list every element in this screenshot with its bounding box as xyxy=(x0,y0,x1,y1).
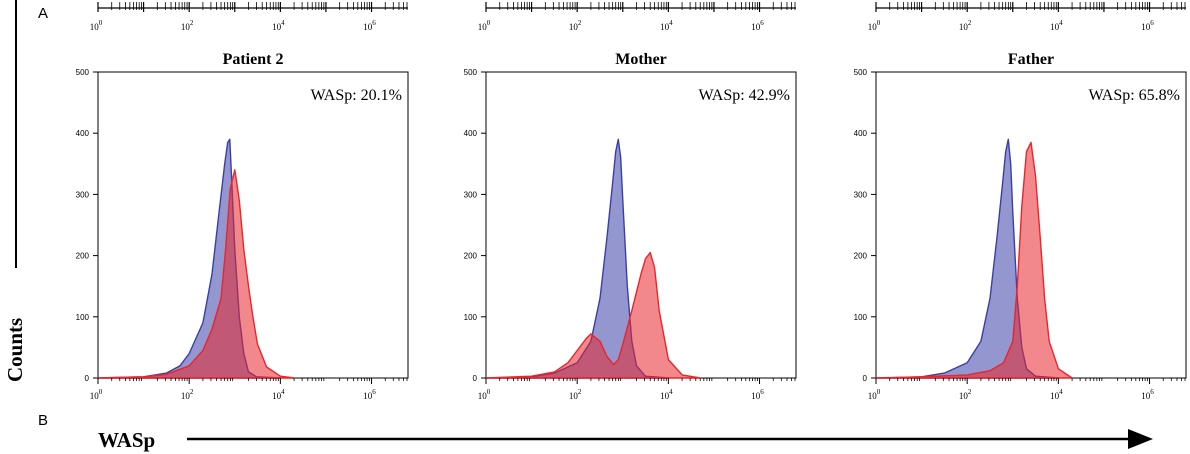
x-axis-arrow-head xyxy=(1128,429,1153,449)
x-tick-label: 106 xyxy=(751,388,764,401)
y-tick-label: 500 xyxy=(76,68,90,77)
y-tick-label: 300 xyxy=(464,190,478,199)
remnant-tick-label: 100 xyxy=(90,19,103,32)
x-tick-exponent: 2 xyxy=(968,388,972,396)
x-tick-exponent: 0 xyxy=(99,388,103,396)
panel-title: Patient 2 xyxy=(223,51,284,68)
y-tick-label: 400 xyxy=(464,129,478,138)
remnant-tick-label: 104 xyxy=(1050,19,1063,32)
wasp-percentage: WASp: 42.9% xyxy=(698,87,790,104)
remnant-tick-exponent: 6 xyxy=(760,19,764,27)
remnant-tick-exponent: 4 xyxy=(281,19,285,27)
x-tick-label: 104 xyxy=(660,388,673,401)
x-tick-exponent: 4 xyxy=(281,388,285,396)
y-tick-label: 0 xyxy=(85,374,90,383)
x-tick-exponent: 4 xyxy=(669,388,673,396)
remnant-tick-label: 106 xyxy=(363,19,376,32)
sample-histogram xyxy=(485,251,701,379)
x-tick-label: 100 xyxy=(868,388,881,401)
x-tick-label: 106 xyxy=(363,388,376,401)
x-tick-exponent: 0 xyxy=(877,388,881,396)
remnant-tick-label: 104 xyxy=(660,19,673,32)
y-tick-label: 400 xyxy=(854,129,868,138)
x-tick-label: 102 xyxy=(569,388,582,401)
remnant-tick-label: 102 xyxy=(181,19,194,32)
x-tick-label: 100 xyxy=(478,388,491,401)
y-tick-label: 0 xyxy=(473,374,478,383)
x-tick-label: 102 xyxy=(181,388,194,401)
remnant-tick-label: 100 xyxy=(868,19,881,32)
remnant-tick-exponent: 2 xyxy=(190,19,194,27)
panel-title: Mother xyxy=(615,51,667,68)
remnant-tick-exponent: 2 xyxy=(578,19,582,27)
panel-label-a: A xyxy=(38,5,48,22)
y-tick-label: 300 xyxy=(854,190,868,199)
x-tick-exponent: 6 xyxy=(1150,388,1154,396)
y-tick-label: 200 xyxy=(854,252,868,261)
y-tick-label: 400 xyxy=(76,129,90,138)
x-tick-exponent: 0 xyxy=(487,388,491,396)
remnant-tick-label: 106 xyxy=(751,19,764,32)
x-tick-exponent: 6 xyxy=(760,388,764,396)
remnant-tick-exponent: 0 xyxy=(99,19,103,27)
x-tick-exponent: 6 xyxy=(372,388,376,396)
remnant-tick-exponent: 4 xyxy=(1059,19,1063,27)
remnant-tick-label: 104 xyxy=(272,19,285,32)
remnant-tick-label: 106 xyxy=(1141,19,1154,32)
remnant-tick-label: 102 xyxy=(959,19,972,32)
x-tick-exponent: 4 xyxy=(1059,388,1063,396)
remnant-tick-label: 100 xyxy=(478,19,491,32)
remnant-tick-exponent: 4 xyxy=(669,19,673,27)
panel-title: Father xyxy=(1008,51,1054,68)
wasp-percentage: WASp: 20.1% xyxy=(310,87,402,104)
y-tick-label: 200 xyxy=(76,252,90,261)
y-tick-label: 500 xyxy=(464,68,478,77)
panel-label-b: B xyxy=(38,412,48,429)
sample-histogram xyxy=(875,141,1073,379)
x-tick-label: 104 xyxy=(1050,388,1063,401)
y-tick-label: 500 xyxy=(854,68,868,77)
x-tick-label: 106 xyxy=(1141,388,1154,401)
sample-histogram xyxy=(97,169,295,379)
y-tick-label: 0 xyxy=(863,374,868,383)
y-tick-label: 100 xyxy=(854,313,868,322)
x-tick-label: 104 xyxy=(272,388,285,401)
x-tick-exponent: 2 xyxy=(190,388,194,396)
x-tick-label: 100 xyxy=(90,388,103,401)
x-axis-label: WASp xyxy=(98,428,155,452)
y-tick-label: 100 xyxy=(464,313,478,322)
x-tick-exponent: 2 xyxy=(578,388,582,396)
remnant-tick-exponent: 6 xyxy=(1150,19,1154,27)
y-tick-label: 200 xyxy=(464,252,478,261)
y-tick-label: 100 xyxy=(76,313,90,322)
x-tick-label: 102 xyxy=(959,388,972,401)
remnant-tick-exponent: 2 xyxy=(968,19,972,27)
remnant-tick-exponent: 6 xyxy=(372,19,376,27)
remnant-tick-label: 102 xyxy=(569,19,582,32)
wasp-percentage: WASp: 65.8% xyxy=(1088,87,1180,104)
cropped-previous-row: 100 102 104 106 100 102 104 106 100 102 104 106 xyxy=(90,2,1186,32)
y-axis-label: Counts xyxy=(3,318,27,382)
remnant-tick-exponent: 0 xyxy=(877,19,881,27)
y-tick-label: 300 xyxy=(76,190,90,199)
remnant-tick-exponent: 0 xyxy=(487,19,491,27)
